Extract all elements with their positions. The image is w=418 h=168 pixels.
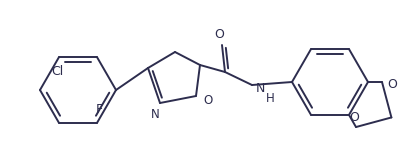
- Text: O: O: [204, 94, 213, 108]
- Text: H: H: [265, 92, 274, 104]
- Text: O: O: [387, 77, 397, 91]
- Text: N: N: [150, 109, 159, 121]
- Text: N: N: [255, 82, 265, 95]
- Text: O: O: [214, 29, 224, 41]
- Text: F: F: [95, 103, 102, 116]
- Text: O: O: [349, 111, 359, 123]
- Text: Cl: Cl: [51, 65, 63, 78]
